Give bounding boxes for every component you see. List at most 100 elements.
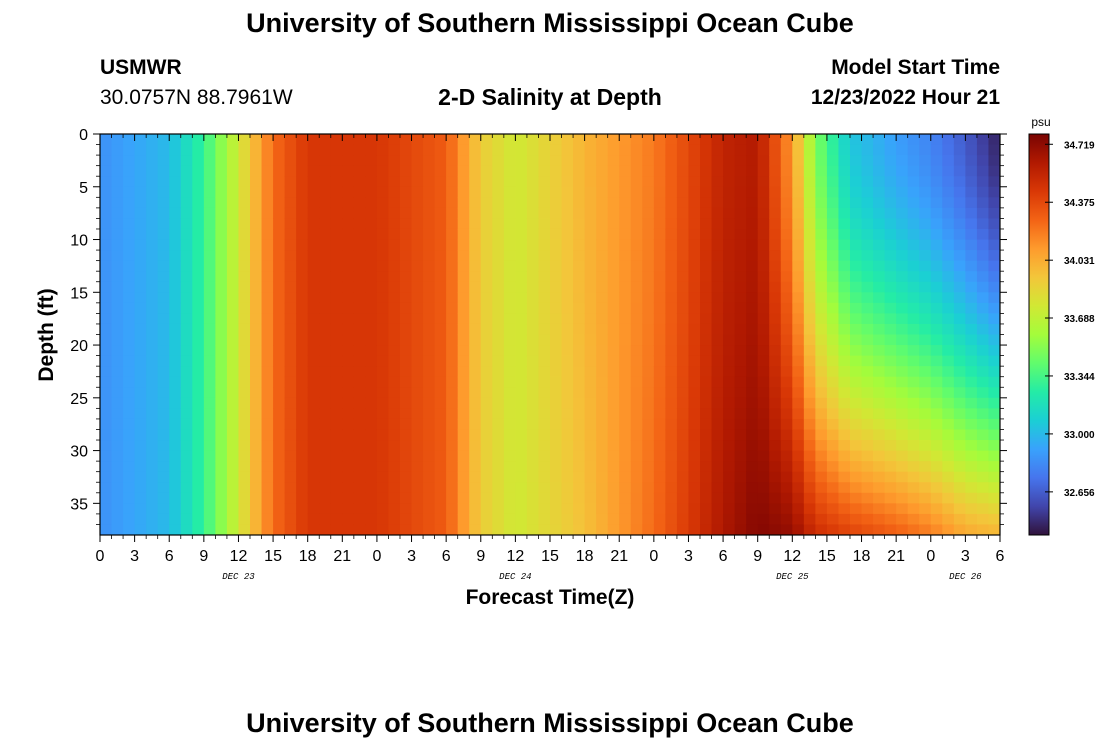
heatmap-cell xyxy=(596,429,609,441)
heatmap-cell xyxy=(746,281,759,293)
heatmap-cell xyxy=(492,207,505,220)
heatmap-cell xyxy=(723,471,736,483)
heatmap-cell xyxy=(700,313,713,325)
heatmap-cell xyxy=(411,292,424,304)
heatmap-cell xyxy=(480,376,493,388)
heatmap-cell xyxy=(296,292,309,304)
heatmap-cell xyxy=(607,482,620,494)
heatmap-cell xyxy=(573,429,586,441)
heatmap-cell xyxy=(803,302,816,314)
heatmap-cell xyxy=(769,513,782,526)
heatmap-cell xyxy=(411,271,424,283)
heatmap-cell xyxy=(411,218,424,230)
heatmap-cell xyxy=(873,376,886,388)
heatmap-cell xyxy=(757,366,770,378)
heatmap-cell xyxy=(134,228,147,241)
heatmap-cell xyxy=(203,186,216,198)
y-tick-label: 15 xyxy=(70,285,88,302)
heatmap-cell xyxy=(965,408,978,420)
heatmap-cell xyxy=(469,345,482,357)
heatmap-cell xyxy=(826,144,840,156)
heatmap-cell xyxy=(896,471,909,483)
heatmap-cell xyxy=(676,281,690,293)
heatmap-cell xyxy=(780,524,793,535)
heatmap-cell xyxy=(838,334,851,346)
heatmap-cell xyxy=(388,334,401,346)
heatmap-cell xyxy=(296,418,309,431)
heatmap-cell xyxy=(480,228,493,241)
heatmap-cell xyxy=(573,471,586,483)
x-tick-label: 6 xyxy=(442,548,451,565)
heatmap-cell xyxy=(146,397,159,409)
heatmap-cell xyxy=(469,313,482,325)
heatmap-cell xyxy=(480,176,493,188)
heatmap-cell xyxy=(261,155,274,167)
heatmap-cell xyxy=(630,440,643,452)
heatmap-cell xyxy=(676,260,690,272)
heatmap-cell xyxy=(492,471,505,483)
heatmap-cell xyxy=(792,260,805,272)
heatmap-cell xyxy=(907,513,920,526)
heatmap-cell xyxy=(226,144,240,156)
heatmap-cell xyxy=(780,408,793,420)
heatmap-cell xyxy=(769,144,782,156)
heatmap-cell xyxy=(573,503,586,515)
heatmap-cell xyxy=(296,355,309,367)
heatmap-cell xyxy=(700,250,713,262)
heatmap-cell xyxy=(965,313,978,325)
heatmap-cell xyxy=(353,197,366,209)
heatmap-cell xyxy=(480,334,493,346)
heatmap-cell xyxy=(873,186,886,198)
heatmap-cell xyxy=(457,165,470,177)
heatmap-cell xyxy=(723,524,736,535)
heatmap-cell xyxy=(446,250,459,262)
heatmap-cell xyxy=(676,218,690,230)
heatmap-cell xyxy=(111,513,124,526)
heatmap-cell xyxy=(480,239,493,251)
heatmap-cell xyxy=(850,281,863,293)
heatmap-cell xyxy=(953,302,966,314)
heatmap-cell xyxy=(146,323,159,336)
heatmap-cell xyxy=(434,250,447,262)
heatmap-cell xyxy=(769,376,782,388)
heatmap-cell xyxy=(711,302,724,314)
heatmap-cell xyxy=(307,313,320,325)
heatmap-cell xyxy=(526,524,540,535)
heatmap-cell xyxy=(561,492,574,504)
heatmap-cell xyxy=(803,366,816,378)
heatmap-cell xyxy=(388,450,401,462)
heatmap-cell xyxy=(573,302,586,314)
heatmap-cell xyxy=(492,355,505,367)
heatmap-cell xyxy=(757,524,770,535)
heatmap-cell xyxy=(584,503,597,515)
heatmap-cell xyxy=(607,513,620,526)
heatmap-cell xyxy=(988,165,1000,177)
heatmap-cell xyxy=(273,218,286,230)
heatmap-cell xyxy=(296,376,309,388)
x-tick-label: 18 xyxy=(853,548,871,565)
heatmap-cell xyxy=(446,429,459,441)
heatmap-cell xyxy=(873,302,886,314)
heatmap-cell xyxy=(942,461,955,473)
heatmap-cell xyxy=(400,228,413,241)
heatmap-cell xyxy=(342,440,355,452)
heatmap-cell xyxy=(469,524,482,535)
heatmap-cell xyxy=(550,281,563,293)
heatmap-cell xyxy=(423,482,436,494)
heatmap-cell xyxy=(376,228,390,241)
heatmap-cell xyxy=(330,418,343,431)
heatmap-cell xyxy=(642,440,655,452)
heatmap-cell xyxy=(757,292,770,304)
x-tick-label: 12 xyxy=(230,548,248,565)
heatmap-cell xyxy=(573,418,586,431)
date-label: DEC 24 xyxy=(499,572,531,582)
heatmap-cell xyxy=(319,482,332,494)
heatmap-cell xyxy=(434,334,447,346)
heatmap-cell xyxy=(838,408,851,420)
heatmap-cell xyxy=(388,144,401,156)
heatmap-cell xyxy=(930,207,943,220)
heatmap-cell xyxy=(261,207,274,220)
heatmap-cell xyxy=(780,260,793,272)
heatmap-cell xyxy=(203,408,216,420)
heatmap-cell xyxy=(411,418,424,431)
